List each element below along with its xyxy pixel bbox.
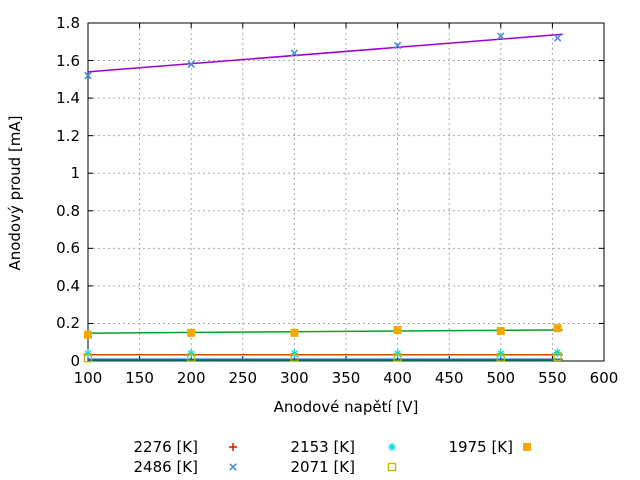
legend-marker-plus-icon — [229, 443, 237, 451]
x-tick-label: 250 — [228, 369, 258, 387]
y-tick-label: 0 — [70, 352, 80, 370]
legend-marker-asterisk-icon — [388, 442, 396, 452]
legend-marker-open-square-icon — [387, 462, 397, 472]
data-point-2071-icon — [496, 353, 505, 362]
x-tick-label: 100 — [73, 369, 103, 387]
legend-glyph — [387, 462, 397, 472]
x-tick-label: 150 — [125, 369, 154, 387]
legend-marker-cross-icon — [229, 463, 237, 471]
data-point-1975-icon — [290, 328, 299, 337]
data-point-2486-icon — [393, 41, 402, 50]
y-axis-label: Anodový proud [mA] — [6, 115, 24, 271]
data-point-2486-icon — [290, 49, 299, 57]
x-tick-label: 400 — [383, 369, 412, 387]
data-point-1975-icon — [84, 330, 92, 339]
legend-glyph — [229, 463, 237, 471]
fit-line-1975 — [87, 329, 563, 334]
legend-marker-filled-square-icon — [523, 443, 531, 451]
x-tick-label: 300 — [280, 369, 309, 387]
y-tick-label: 1 — [70, 164, 80, 183]
y-tick-label: 0.8 — [56, 201, 80, 220]
data-point-2486-icon — [187, 60, 195, 69]
y-tick-label: 1.2 — [56, 126, 80, 145]
data-point-2071-icon — [187, 353, 196, 362]
legend-label-2486: 2486 [K] — [133, 458, 198, 476]
x-tick-label: 350 — [331, 369, 361, 387]
legend-glyph — [523, 443, 531, 451]
data-point-1975-icon — [553, 324, 562, 333]
data-point-1975-icon — [496, 326, 505, 335]
y-tick-label: 1.6 — [56, 51, 80, 70]
y-tick-label: 0.4 — [56, 276, 80, 295]
y-tick-label: 1.8 — [56, 14, 80, 32]
x-tick-label: 450 — [434, 369, 464, 387]
data-point-2153-icon — [84, 349, 92, 358]
legend-glyph — [388, 442, 396, 452]
fit-line-2486 — [87, 33, 563, 73]
x-axis-label: Anodové napětí [V] — [273, 398, 419, 416]
data-point-2486-icon — [84, 71, 92, 80]
y-tick-label: 0.2 — [56, 314, 80, 333]
data-point-2486-icon — [553, 34, 562, 42]
x-tick-label: 600 — [589, 369, 619, 387]
data-point-2071-icon — [553, 352, 562, 362]
y-tick-label: 0.6 — [56, 239, 80, 258]
legend-label-1975: 1975 [K] — [448, 438, 513, 456]
data-point-1975-icon — [393, 326, 402, 335]
data-point-2071-icon — [83, 354, 93, 363]
x-tick-label: 200 — [176, 369, 206, 387]
data-point-2071-icon — [393, 353, 402, 362]
y-tick-label: 1.4 — [56, 89, 80, 108]
x-tick-label: 500 — [486, 369, 516, 387]
data-point-1975-icon — [187, 328, 196, 337]
data-point-2153-icon — [553, 348, 562, 357]
legend-label-2071: 2071 [K] — [290, 458, 355, 476]
data-point-2071-icon — [290, 353, 299, 362]
legend-glyph — [229, 443, 237, 451]
data-point-2486-icon — [497, 32, 505, 40]
x-tick-label: 550 — [538, 369, 567, 387]
legend-label-2276: 2276 [K] — [133, 438, 198, 456]
legend-label-2153: 2153 [K] — [290, 438, 355, 456]
